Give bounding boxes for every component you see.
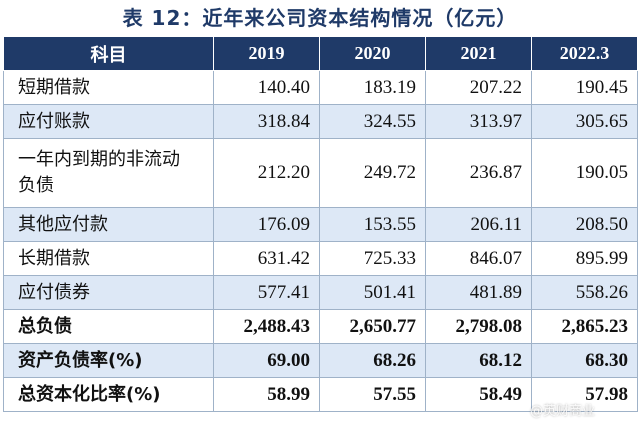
cell-value: 206.11 [425, 207, 532, 242]
cell-value: 318.84 [213, 104, 320, 139]
cell-value: 305.65 [531, 104, 638, 139]
row-label: 其他应付款 [3, 207, 214, 242]
cell-value: 2,798.08 [425, 309, 532, 344]
header-2021: 2021 [425, 36, 532, 71]
cell-value: 324.55 [319, 104, 426, 139]
cell-value: 58.49 [425, 377, 532, 412]
cell-value: 207.22 [425, 70, 532, 105]
header-2020: 2020 [319, 36, 426, 71]
cell-value: 558.26 [531, 275, 638, 310]
table-row: 资产负债率(%) 69.00 68.26 68.12 68.30 [3, 343, 638, 378]
row-label: 短期借款 [3, 70, 214, 105]
row-label: 总资本化比率(%) [3, 377, 214, 412]
cell-value: 57.98 [531, 377, 638, 412]
cell-value: 68.26 [319, 343, 426, 378]
capital-structure-table: 科目 2019 2020 2021 2022.3 短期借款 140.40 183… [3, 36, 638, 412]
table-row: 短期借款 140.40 183.19 207.22 190.45 [3, 70, 638, 105]
cell-value: 313.97 [425, 104, 532, 139]
cell-value: 895.99 [531, 241, 638, 276]
cell-value: 236.87 [425, 138, 532, 208]
cell-value: 68.30 [531, 343, 638, 378]
cell-value: 212.20 [213, 138, 320, 208]
cell-value: 725.33 [319, 241, 426, 276]
cell-value: 2,650.77 [319, 309, 426, 344]
table-row: 应付账款 318.84 324.55 313.97 305.65 [3, 104, 638, 139]
row-label: 长期借款 [3, 241, 214, 276]
cell-value: 249.72 [319, 138, 426, 208]
table-row: 其他应付款 176.09 153.55 206.11 208.50 [3, 207, 638, 242]
cell-value: 208.50 [531, 207, 638, 242]
cell-value: 481.89 [425, 275, 532, 310]
cell-value: 190.05 [531, 138, 638, 208]
row-label: 应付账款 [3, 104, 214, 139]
cell-value: 577.41 [213, 275, 320, 310]
cell-value: 176.09 [213, 207, 320, 242]
cell-value: 631.42 [213, 241, 320, 276]
cell-value: 140.40 [213, 70, 320, 105]
table-row: 总负债 2,488.43 2,650.77 2,798.08 2,865.23 [3, 309, 638, 344]
row-label: 应付债券 [3, 275, 214, 310]
row-label: 总负债 [3, 309, 214, 344]
header-2019: 2019 [213, 36, 320, 71]
cell-value: 2,865.23 [531, 309, 638, 344]
table-row: 长期借款 631.42 725.33 846.07 895.99 [3, 241, 638, 276]
cell-value: 501.41 [319, 275, 426, 310]
cell-value: 153.55 [319, 207, 426, 242]
cell-value: 58.99 [213, 377, 320, 412]
table-row: 总资本化比率(%) 58.99 57.55 58.49 57.98 [3, 377, 638, 412]
cell-value: 69.00 [213, 343, 320, 378]
watermark: @英财商业 [530, 404, 596, 419]
table-title: 表 12：近年来公司资本结构情况（亿元） [122, 6, 518, 30]
header-row: 科目 2019 2020 2021 2022.3 [3, 36, 638, 71]
cell-value: 846.07 [425, 241, 532, 276]
header-2022-3: 2022.3 [531, 36, 638, 71]
table-row: 一年内到期的非流动负债 212.20 249.72 236.87 190.05 [3, 138, 638, 208]
row-label: 一年内到期的非流动负债 [3, 138, 214, 208]
table-row: 应付债券 577.41 501.41 481.89 558.26 [3, 275, 638, 310]
cell-value: 190.45 [531, 70, 638, 105]
cell-value: 2,488.43 [213, 309, 320, 344]
row-label: 资产负债率(%) [3, 343, 214, 378]
cell-value: 57.55 [319, 377, 426, 412]
header-subject: 科目 [3, 36, 214, 71]
cell-value: 183.19 [319, 70, 426, 105]
cell-value: 68.12 [425, 343, 532, 378]
